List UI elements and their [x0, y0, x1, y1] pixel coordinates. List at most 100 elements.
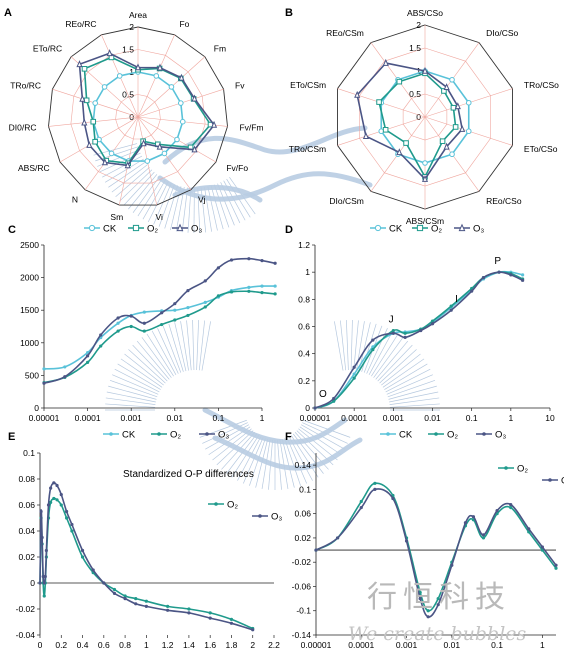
chart-f-legend-label-o2: O₂: [517, 464, 528, 475]
chart-c-point-o2: [116, 329, 120, 333]
deco-fan-line: [381, 353, 421, 386]
radar-b-axis-label: ABS/CSo: [407, 8, 443, 18]
chart-c-point-o2: [99, 344, 103, 348]
radar-b-point-o2: [439, 138, 446, 144]
radar-a-ring-label: 2: [129, 22, 134, 32]
deco-fan-line: [207, 186, 218, 231]
chart-d-point-o2: [449, 304, 453, 308]
chart-c-point-o3: [142, 321, 146, 325]
radar-a-axis-label: Vj: [198, 195, 206, 205]
chart-e-point-o2: [134, 597, 138, 601]
chart-e-x-tick-label: 1.4: [183, 640, 195, 650]
chart-c-point-ck: [86, 350, 90, 355]
radar-a-point-o3: [134, 63, 142, 71]
deco-fan-line: [108, 161, 146, 188]
chart-d-legend-label-ck: CK: [399, 430, 413, 441]
chart-e-point-o2: [55, 498, 59, 502]
chart-e-x-tick-label: 1.6: [204, 640, 216, 650]
panel-label-b: B: [285, 7, 293, 19]
radar-b-point-o3: [421, 174, 429, 182]
chart-e-point-o2: [49, 500, 53, 504]
radar-a-axis-label: N: [72, 195, 78, 205]
chart-c-y-tick-label: 500: [25, 370, 39, 380]
radar-a-axis-label: Fm: [214, 44, 226, 54]
chart-c-point-o2: [86, 360, 90, 364]
radar-b-point-o3: [396, 148, 403, 156]
deco-fan-line: [299, 426, 342, 456]
chart-f-point-o3: [336, 536, 340, 540]
radar-a-point-ck: [153, 73, 160, 79]
deco-fan-line: [366, 328, 388, 374]
deco-band: [212, 435, 363, 471]
chart-e-x-tick-label: 1.2: [162, 640, 174, 650]
chart-f-point-o2: [359, 499, 363, 504]
chart-e-y-tick-label: -0.02: [16, 604, 36, 614]
chart-c-point-o3: [186, 289, 190, 293]
deco-fan-line: [104, 158, 144, 183]
chart-e-point-o3: [39, 509, 43, 514]
chart-e-point-o3: [55, 483, 59, 488]
chart-d-x-tick-label: 0.1: [466, 413, 478, 423]
deco-fan-line: [117, 363, 161, 390]
chart-d-point-o3: [470, 289, 474, 293]
radar-b-point-o3: [443, 83, 450, 91]
radar-b-ring-label: 1.5: [409, 43, 421, 53]
chart-e-point-o3: [91, 568, 95, 572]
deco-fan-line: [375, 340, 409, 380]
chart-f-y-tick-label: -0.02: [292, 557, 312, 567]
chart-e-point-o2: [112, 587, 117, 592]
radar-b-point-o3: [354, 90, 361, 98]
panel-b-radar: 0 0.5 1 1.5 2 ABS/CSo DIo/CSo TRo/CSo ETo/CSo REo…: [289, 8, 559, 235]
chart-e-x-tick-label: 0.6: [98, 640, 110, 650]
chart-f-x-tick-label: 1: [540, 640, 545, 650]
radar-a-point-ck: [108, 150, 115, 157]
chart-e-legend-marker-o3: [258, 514, 262, 518]
radar-b-axis-label: ETo/CSo: [524, 144, 558, 154]
chart-e-x-tick-label: 0.8: [119, 640, 131, 650]
chart-e-x-tick-label: 0.2: [55, 640, 67, 650]
chart-e-point-o2: [166, 604, 170, 609]
radar-a-point-o3: [178, 73, 185, 81]
chart-c-y-tick-label: 2500: [20, 240, 39, 250]
chart-e-point-o3: [229, 621, 234, 625]
radar-a-point-ck: [116, 73, 123, 79]
chart-e-point-o3: [44, 548, 48, 553]
deco-fan-line: [109, 380, 158, 398]
chart-e-title: Standardized O-P differences: [123, 469, 254, 480]
deco-fan-line: [111, 164, 148, 193]
radar-a-axis-label: Vi: [156, 212, 164, 222]
radar-b-axis-label: REo/CSm: [326, 28, 364, 38]
radar-b-point-ck: [465, 99, 472, 106]
radar-b-point-o2: [396, 78, 403, 85]
deco-fan-line: [255, 439, 269, 488]
radar-a-legend-marker-o3: [176, 223, 184, 232]
deco-fan-line: [115, 167, 150, 197]
chart-c-point-ck: [186, 305, 190, 310]
radar-a-point-o3: [76, 60, 83, 68]
radar-a-axis-label: ABS/RC: [18, 163, 50, 173]
chart-d-point-o3: [509, 273, 513, 277]
chart-f-point-o3: [495, 509, 499, 513]
radar-b-series-o3: [356, 62, 464, 181]
chart-d-point-o2: [332, 399, 336, 403]
radar-a-point-ck: [144, 158, 151, 164]
deco-fan-line: [136, 340, 170, 380]
chart-c-point-o2: [229, 290, 234, 294]
chart-c-point-ck: [173, 308, 177, 312]
radar-a-point-ck: [92, 100, 99, 106]
chart-e-point-o2: [59, 503, 63, 507]
deco-fan-line: [346, 320, 349, 371]
deco-fan-line: [108, 385, 157, 400]
chart-c-x-tick-label: 0.01: [167, 413, 184, 423]
radar-b-point-o3: [362, 132, 370, 139]
radar-a-ring-label: 1.5: [122, 45, 134, 55]
radar-b-legend-marker-o3: [458, 223, 466, 232]
chart-f-y-tick-label: 0.14: [294, 460, 311, 470]
chart-e-point-o2: [123, 594, 127, 598]
radar-a-point-o3: [211, 120, 218, 128]
chart-e-point-o3: [52, 481, 56, 485]
chart-c-series-o2: [43, 290, 276, 384]
chart-c-point-o3: [173, 302, 177, 306]
chart-f-point-o3: [359, 506, 363, 510]
deco-fan-line: [186, 320, 192, 371]
